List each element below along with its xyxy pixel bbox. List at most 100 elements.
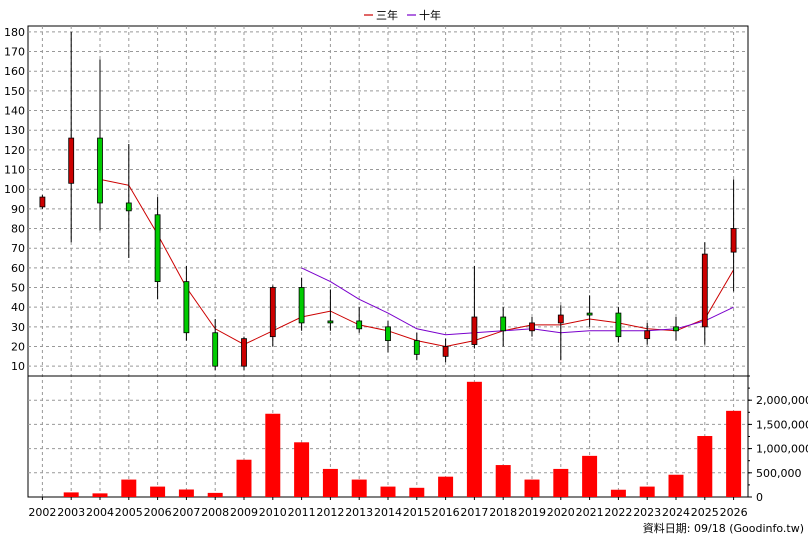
price-tick-label: 150 xyxy=(4,85,25,98)
volume-bar xyxy=(726,410,742,497)
price-tick-label: 20 xyxy=(11,341,25,354)
x-tick-label: 2005 xyxy=(115,506,143,519)
volume-tick-label: 1,500,000 xyxy=(756,418,808,431)
x-tick-label: 2026 xyxy=(720,506,748,519)
candle-body xyxy=(298,287,305,324)
ma-line-10y xyxy=(301,267,734,336)
volume-bar xyxy=(63,492,79,497)
volume-bar xyxy=(178,489,194,497)
x-axis: 2002 2003 2004 2005 2006 2007 2008 2009 2010 2011… xyxy=(28,497,748,519)
volume-panel: 0 500,000 1,000,000 1,500,000 2,000,000 xyxy=(27,375,808,504)
price-tick-label: 120 xyxy=(4,144,25,157)
x-tick-label: 2008 xyxy=(201,506,229,519)
volume-bar xyxy=(207,492,223,497)
candle-body xyxy=(586,312,593,316)
x-tick-label: 2014 xyxy=(374,506,402,519)
price-tick-label: 40 xyxy=(11,301,25,314)
candle-body xyxy=(241,338,247,367)
volume-bar xyxy=(380,486,396,497)
volume-bar xyxy=(92,493,108,497)
candle-body xyxy=(644,330,651,340)
volume-bar xyxy=(495,465,511,497)
price-tick-label: 30 xyxy=(11,321,25,334)
price-tick-label: 70 xyxy=(11,242,25,255)
x-tick-label: 2013 xyxy=(345,506,373,519)
price-tick-label: 160 xyxy=(4,65,25,78)
candle-body xyxy=(39,196,46,208)
candle-body xyxy=(183,281,190,334)
price-tick-label: 50 xyxy=(11,282,25,295)
x-tick-label: 2007 xyxy=(172,506,200,519)
x-tick-label: 2004 xyxy=(86,506,114,519)
price-tick-label: 130 xyxy=(4,124,25,137)
x-tick-label: 2011 xyxy=(288,506,316,519)
x-tick-label: 2022 xyxy=(604,506,632,519)
volume-bar xyxy=(294,442,310,497)
candle-body xyxy=(557,314,564,324)
candle-body xyxy=(615,312,622,338)
candle-body xyxy=(701,253,708,328)
volume-bar xyxy=(639,486,655,497)
volume-bar xyxy=(697,436,713,497)
candle-body xyxy=(673,326,679,332)
x-tick-label: 2006 xyxy=(144,506,172,519)
x-tick-label: 2010 xyxy=(259,506,287,519)
price-panel: 10 20 30 40 50 60 70 80 90 100 110 120 130 140 150 160 1… xyxy=(4,25,749,497)
candle-body xyxy=(356,320,363,330)
x-tick-label: 2021 xyxy=(576,506,604,519)
candle-body xyxy=(442,346,449,357)
x-tick-label: 2002 xyxy=(28,506,56,519)
price-tick-label: 80 xyxy=(11,223,25,236)
volume-tick-label: 500,000 xyxy=(756,467,802,480)
price-tick-label: 90 xyxy=(11,203,25,216)
price-tick-label: 170 xyxy=(4,46,25,59)
candle-body xyxy=(212,332,219,367)
volume-bar xyxy=(322,468,338,497)
legend-label-10y: 十年 xyxy=(419,8,441,22)
volume-bar xyxy=(582,455,598,497)
x-tick-label: 2025 xyxy=(691,506,719,519)
x-tick-label: 2024 xyxy=(662,506,690,519)
candle-body xyxy=(385,326,391,342)
x-tick-label: 2017 xyxy=(460,506,488,519)
price-tick-label: 60 xyxy=(11,262,25,275)
price-tick-label: 140 xyxy=(4,105,25,118)
price-tick-label: 100 xyxy=(4,183,25,196)
volume-bar xyxy=(524,479,540,497)
price-tick-label: 10 xyxy=(11,360,25,373)
volume-bar xyxy=(438,476,454,497)
candle-body xyxy=(730,228,737,253)
candle-body xyxy=(471,316,478,345)
x-tick-label: 2015 xyxy=(403,506,431,519)
candle-body xyxy=(327,320,334,324)
candle-body xyxy=(413,340,420,355)
candle-body xyxy=(68,137,75,184)
volume-bar xyxy=(409,487,425,497)
x-tick-label: 2009 xyxy=(230,506,258,519)
volume-bar xyxy=(351,479,367,497)
x-tick-label: 2003 xyxy=(57,506,85,519)
x-tick-label: 2016 xyxy=(432,506,460,519)
x-tick-label: 2018 xyxy=(489,506,517,519)
legend-label-3y: 三年 xyxy=(376,8,398,22)
footer-source: 資料日期: 09/18 (Goodinfo.tw) xyxy=(643,521,804,535)
volume-bar xyxy=(553,468,569,497)
volume-bar xyxy=(265,413,281,497)
volume-tick-label: 2,000,000 xyxy=(756,394,808,407)
volume-bar xyxy=(150,486,166,497)
price-tick-label: 110 xyxy=(4,164,25,177)
volume-bar xyxy=(668,474,684,497)
volume-bar xyxy=(236,459,252,497)
x-tick-label: 2012 xyxy=(316,506,344,519)
x-tick-label: 2019 xyxy=(518,506,546,519)
x-tick-label: 2023 xyxy=(633,506,661,519)
volume-bar xyxy=(466,381,482,497)
volume-tick-label: 0 xyxy=(756,491,763,504)
price-tick-label: 180 xyxy=(4,26,25,39)
candle-body xyxy=(529,322,535,332)
candle-body xyxy=(500,316,507,332)
volume-bar xyxy=(610,489,626,497)
volume-bar xyxy=(121,479,137,497)
legend: 三年 十年 xyxy=(364,8,441,22)
candle-body xyxy=(125,202,132,212)
